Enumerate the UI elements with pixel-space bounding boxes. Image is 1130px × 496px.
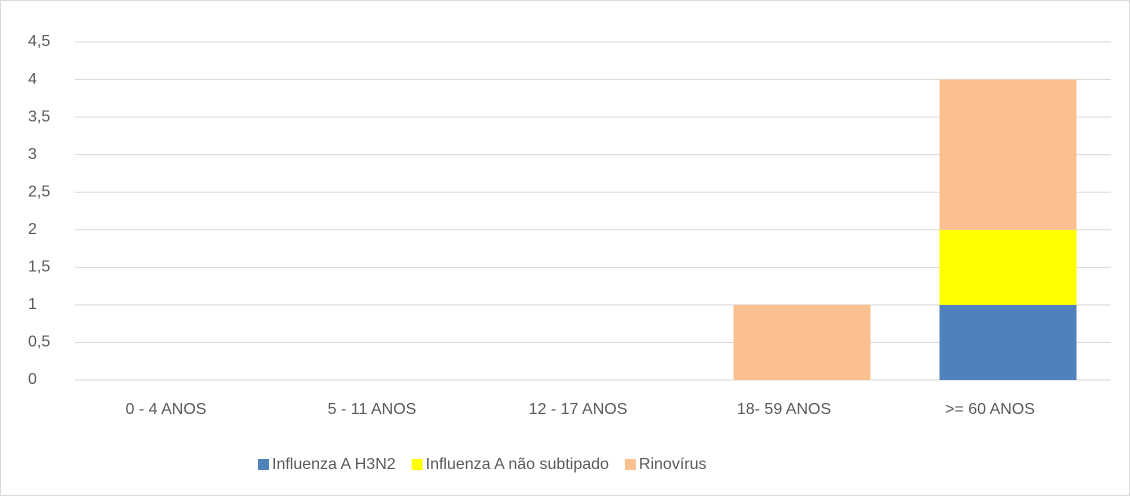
y-tick-label: 3 [28, 146, 37, 163]
y-tick-label: 0,5 [28, 334, 50, 351]
legend-label: Influenza A H3N2 [272, 456, 396, 473]
bar-segment [733, 304, 871, 380]
x-tick-label: 18- 59 ANOS [737, 401, 831, 418]
y-tick-label: 0 [28, 371, 37, 388]
legend-swatch [624, 459, 636, 470]
y-tick-label: 4 [28, 71, 37, 88]
bar-segment [939, 79, 1077, 230]
legend-swatch [411, 459, 423, 470]
x-tick-label: 5 - 11 ANOS [328, 401, 417, 418]
x-tick-label: >= 60 ANOS [945, 401, 1035, 418]
bar-segment [939, 229, 1077, 305]
legend-label: Rinovírus [639, 456, 707, 473]
legend-label: Influenza A não subtipado [426, 456, 609, 473]
bar-segment [939, 304, 1077, 380]
y-tick-label: 2 [28, 221, 37, 238]
x-tick-label: 12 - 17 ANOS [529, 401, 628, 418]
y-tick-label: 2,5 [28, 183, 50, 200]
legend-swatch [258, 459, 269, 470]
y-tick-label: 4,5 [28, 33, 50, 50]
x-tick-label: 0 - 4 ANOS [126, 401, 207, 418]
y-tick-label: 1,5 [28, 259, 50, 276]
y-tick-label: 3,5 [28, 108, 50, 125]
y-tick-label: 1 [28, 296, 37, 313]
